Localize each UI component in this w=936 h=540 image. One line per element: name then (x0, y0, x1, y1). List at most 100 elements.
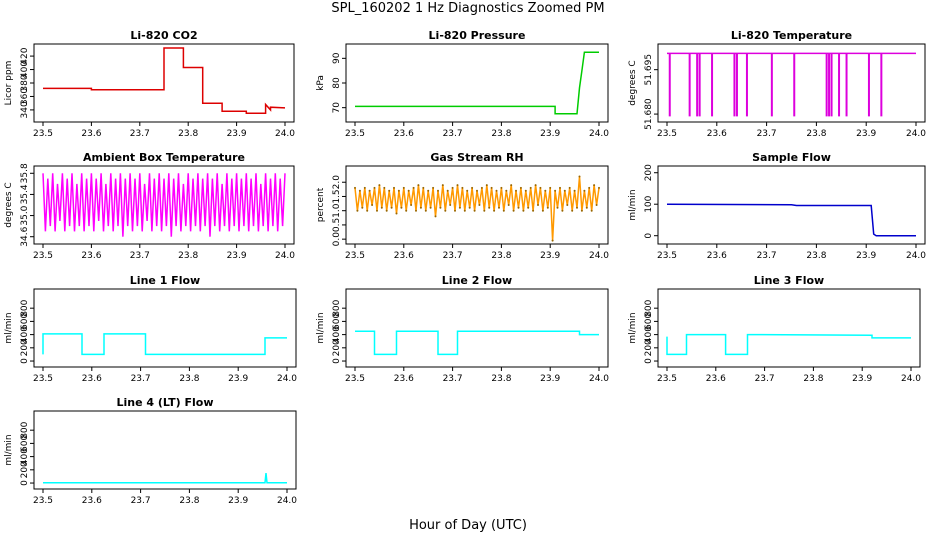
x-tick-label: 23.5 (33, 129, 53, 139)
data-point (546, 206, 549, 209)
data-point (590, 209, 593, 212)
y-tick-label: 51.680 (644, 98, 654, 130)
x-tick-label: 24.0 (589, 374, 609, 384)
data-point (524, 189, 527, 192)
x-tick-label: 23.7 (131, 374, 151, 384)
plot-frame (657, 43, 926, 123)
data-point (390, 206, 393, 209)
data-point (461, 186, 464, 189)
chart-panel-9: Line 4 (LT) Flow 23.5 23.6 23.7 23.8 23.9 24.0… (4, 396, 297, 506)
data-point (417, 184, 420, 187)
data-point (410, 204, 413, 206)
data-point (578, 175, 581, 178)
data-point (576, 206, 578, 209)
data-point (356, 209, 359, 212)
plot-frame (657, 288, 921, 368)
x-tick-label: 23.9 (540, 251, 560, 261)
x-tick-label: 23.5 (33, 374, 53, 384)
y-tick-label: 600 (332, 313, 342, 330)
data-point (429, 206, 432, 209)
data-series-0 (42, 173, 286, 237)
x-tick-label: 23.7 (130, 251, 150, 261)
data-point (444, 209, 447, 212)
x-tick-label: 23.7 (755, 374, 775, 384)
data-point (378, 184, 381, 187)
chart-panel-3: Ambient Box Temperature 23.5 23.6 23.7 23.8 2… (4, 151, 295, 261)
y-axis-label: ml/min (4, 434, 14, 465)
x-tick-label: 23.8 (806, 129, 826, 139)
y-tick-label: 80 (332, 77, 342, 89)
x-tick-label: 24.0 (901, 374, 921, 384)
x-tick-label: 23.9 (540, 374, 560, 384)
data-point (385, 209, 388, 212)
x-tick-label: 23.8 (179, 496, 199, 506)
x-tick-label: 23.9 (227, 251, 247, 261)
y-tick-label: 70 (332, 102, 342, 114)
y-axis-label: degrees C (4, 182, 14, 227)
chart-title: Line 2 Flow (442, 274, 512, 287)
data-point (549, 186, 552, 189)
data-point (529, 186, 532, 189)
y-tick-label: 100 (644, 195, 654, 212)
y-tick-label: 600 (20, 313, 30, 330)
data-point (532, 209, 535, 212)
x-tick-label: 23.8 (803, 374, 823, 384)
data-point (490, 186, 493, 189)
data-point (517, 206, 520, 209)
data-series-0 (666, 333, 911, 356)
chart-title: Sample Flow (752, 151, 831, 164)
x-tick-label: 23.5 (33, 251, 53, 261)
chart-panel-0: Li-820 CO2 23.5 23.6 23.7 23.8 23.9 24.0 340360… (4, 29, 295, 139)
data-point (363, 186, 366, 189)
y-tick-label: 1.0 (332, 203, 342, 218)
data-point (434, 215, 437, 218)
chart-panel-6: Line 1 Flow 23.5 23.6 23.7 23.8 23.9 24.0 0 2004… (4, 274, 297, 384)
x-tick-label: 23.6 (81, 129, 101, 139)
data-point (527, 206, 530, 209)
data-point (368, 189, 371, 192)
chart-panel-1: Li-820 Pressure 23.5 23.6 23.7 23.8 23.9 24.0 7… (316, 29, 609, 139)
data-point (422, 186, 425, 189)
data-point (358, 189, 361, 192)
data-point (437, 189, 439, 192)
plot-frame (33, 288, 297, 368)
data-point (397, 189, 400, 192)
y-axis-label: percent (316, 187, 326, 222)
data-point (488, 206, 491, 209)
data-point (544, 189, 547, 192)
x-tick-label: 23.5 (657, 374, 677, 384)
data-point (507, 204, 510, 206)
data-point (441, 184, 444, 187)
y-axis-label: degrees C (628, 60, 638, 105)
data-point (427, 189, 430, 192)
data-point (568, 186, 571, 189)
data-point (559, 186, 561, 189)
x-tick-label: 23.6 (394, 374, 414, 384)
x-tick-label: 23.7 (131, 496, 151, 506)
data-point (449, 204, 452, 206)
data-point (541, 209, 544, 212)
data-point (393, 186, 395, 189)
x-tick-label: 23.9 (227, 129, 247, 139)
x-tick-label: 23.5 (657, 129, 677, 139)
data-series-0 (355, 51, 599, 115)
x-tick-label: 24.0 (277, 496, 297, 506)
data-point (561, 209, 564, 212)
y-axis-label: ml/min (628, 189, 638, 220)
x-tick-label: 23.5 (345, 374, 365, 384)
data-point (463, 209, 466, 212)
x-tick-label: 24.0 (906, 251, 926, 261)
x-tick-label: 23.8 (178, 251, 198, 261)
x-tick-label: 23.5 (345, 129, 365, 139)
x-tick-label: 23.6 (394, 251, 414, 261)
data-point (402, 186, 405, 189)
data-series-0 (43, 47, 286, 115)
y-tick-label: 0 (20, 358, 30, 364)
x-axis-title: Hour of Day (UTC) (409, 518, 527, 533)
data-point (512, 209, 515, 212)
data-point (534, 184, 537, 187)
y-tick-label: 200 (20, 339, 30, 356)
data-point (473, 209, 476, 212)
y-axis-label: ml/min (316, 312, 326, 343)
